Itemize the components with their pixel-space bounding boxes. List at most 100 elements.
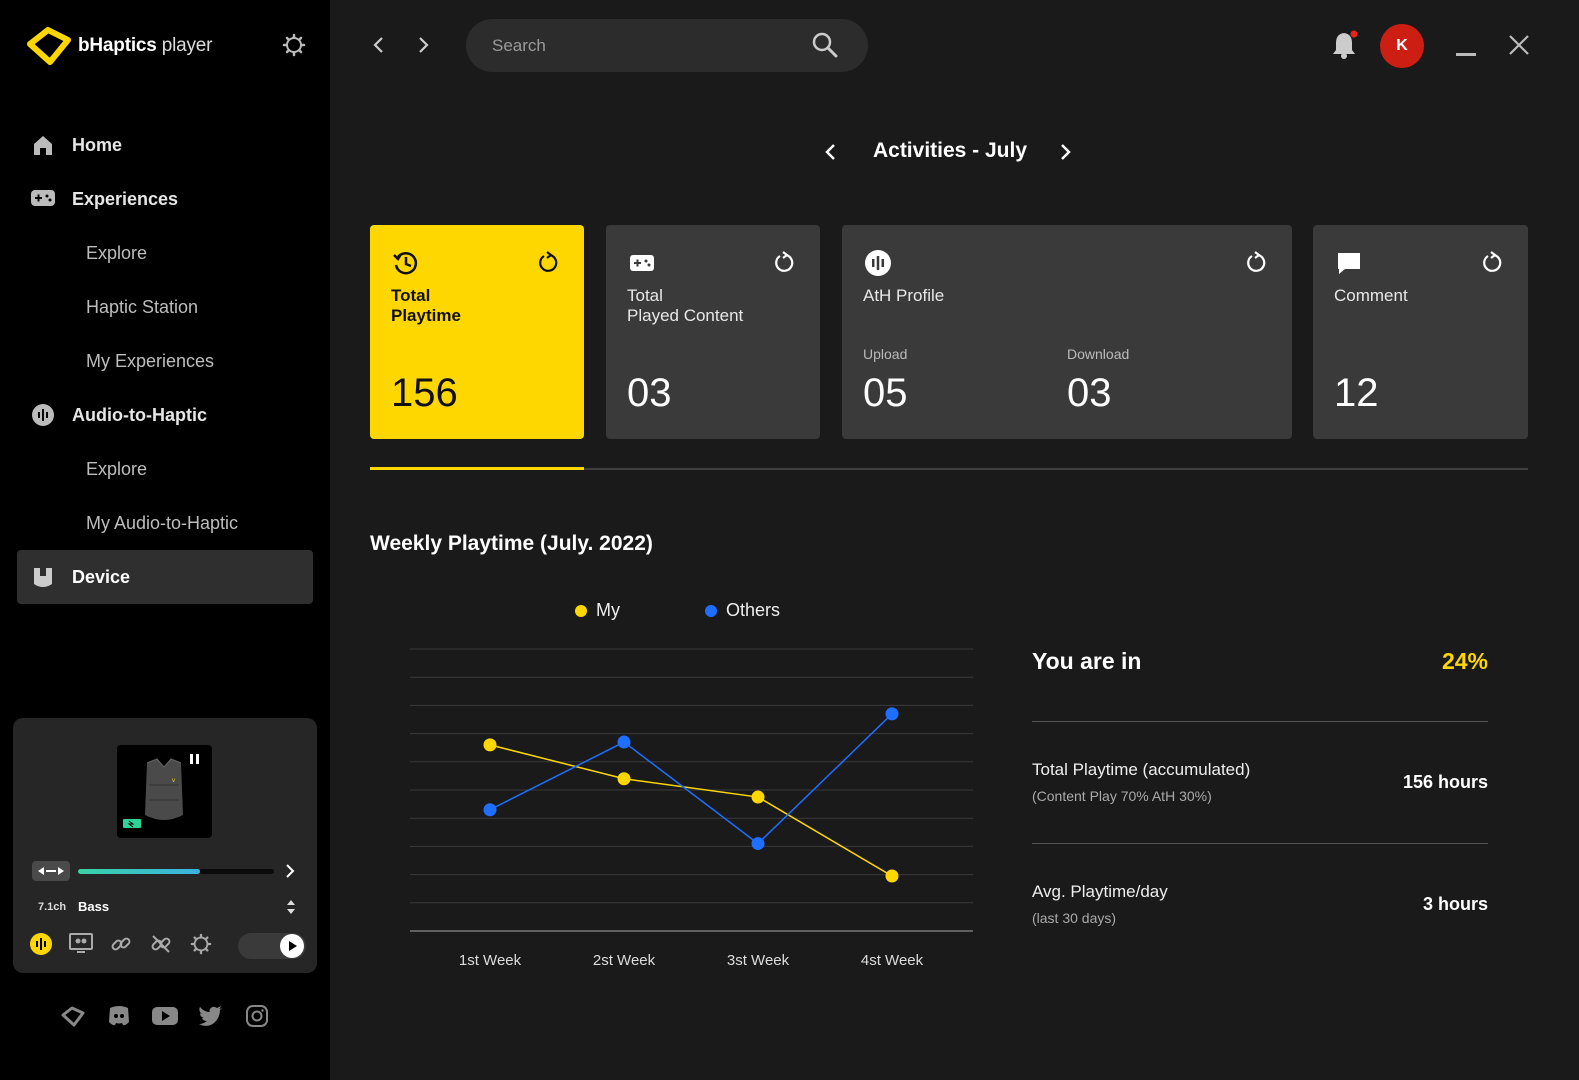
back-arrow-icon[interactable]	[368, 34, 388, 56]
vest-icon: v	[123, 754, 199, 828]
legend-my-dot	[575, 604, 587, 617]
sidebar-nav: Home Experiences Explore Haptic Station …	[17, 118, 313, 604]
previous-month-icon[interactable]	[822, 141, 838, 163]
refresh-icon[interactable]	[1244, 251, 1268, 275]
sidebar-item-my-experiences[interactable]: My Experiences	[17, 334, 313, 388]
sidebar-item-my-audio-to-haptic[interactable]: My Audio-to-Haptic	[17, 496, 313, 550]
sidebar-item-audio-to-haptic[interactable]: Audio-to-Haptic	[17, 388, 313, 442]
data-point-my[interactable]	[483, 738, 497, 752]
total-playtime-label: Total Playtime (accumulated)	[1032, 760, 1251, 779]
series-line-others	[489, 713, 893, 845]
sidebar-item-home[interactable]: Home	[17, 118, 313, 172]
sidebar-item-label: Audio-to-Haptic	[72, 404, 207, 425]
close-icon[interactable]	[1508, 34, 1530, 56]
play-toggle[interactable]	[238, 933, 306, 959]
forward-arrow-icon[interactable]	[414, 34, 434, 56]
legend-others: Others	[705, 600, 780, 621]
card-ath-profile[interactable]: AtH Profile Upload 05 Download 03	[842, 225, 1292, 439]
intensity-slider[interactable]	[78, 869, 274, 874]
play-icon	[280, 934, 304, 958]
series-line-my	[489, 744, 893, 877]
refresh-icon[interactable]	[772, 251, 796, 275]
data-point-others[interactable]	[751, 837, 765, 851]
settings-gear-icon[interactable]	[282, 33, 306, 57]
sidebar-item-haptic-station[interactable]: Haptic Station	[17, 280, 313, 334]
next-month-icon[interactable]	[1058, 141, 1074, 163]
device-settings-gear-icon[interactable]	[189, 932, 213, 956]
youtube-icon[interactable]	[152, 1003, 178, 1029]
search-input[interactable]	[492, 33, 792, 59]
legend-my-label: My	[596, 600, 620, 620]
audio-wave-icon	[865, 250, 891, 276]
sidebar-item-label: Experiences	[72, 188, 179, 209]
data-point-my[interactable]	[617, 772, 631, 786]
card-label: Total Playtime	[391, 286, 461, 325]
download-value: 03	[1067, 371, 1112, 415]
avg-playtime-label: Avg. Playtime/day	[1032, 882, 1168, 901]
svg-text:v: v	[172, 778, 175, 784]
audio-haptic-icon[interactable]	[29, 932, 53, 956]
sidebar-item-label: My Experiences	[86, 350, 215, 371]
stats-divider	[1032, 843, 1488, 844]
twitter-icon[interactable]	[198, 1003, 224, 1029]
data-point-others[interactable]	[617, 735, 631, 749]
search-icon[interactable]	[812, 32, 838, 58]
legend-others-label: Others	[726, 600, 781, 620]
refresh-icon[interactable]	[536, 251, 560, 275]
page-title: Activities - July	[872, 139, 1028, 162]
refresh-icon[interactable]	[1480, 251, 1504, 275]
download-label: Download	[1067, 346, 1130, 362]
legend-my: My	[575, 600, 620, 621]
card-played-content[interactable]: Total Played Content 03	[606, 225, 820, 439]
sidebar-item-ath-explore[interactable]: Explore	[17, 442, 313, 496]
chevron-right-icon[interactable]	[283, 862, 297, 880]
sidebar: bHaptics player Home Experi	[0, 0, 330, 1080]
total-playtime-value: 156 hours	[1402, 772, 1488, 792]
history-clock-icon	[393, 252, 418, 275]
weekly-playtime-chart: 1st Week 2st Week 3st Week 4st Week	[410, 648, 973, 969]
app-logo[interactable]: bHaptics player	[26, 26, 212, 66]
instagram-icon[interactable]	[244, 1003, 270, 1029]
device-toolbar	[29, 932, 229, 956]
link-icon[interactable]	[109, 932, 133, 956]
x-tick-label: 4st Week	[861, 952, 924, 969]
x-tick-label: 2st Week	[593, 952, 656, 969]
sidebar-item-explore[interactable]: Explore	[17, 226, 313, 280]
stats-divider	[1032, 721, 1488, 722]
data-point-others[interactable]	[483, 803, 497, 817]
minimize-icon[interactable]	[1456, 53, 1476, 56]
legend-others-dot	[705, 604, 717, 617]
x-tick-label: 1st Week	[459, 952, 522, 969]
comment-icon	[1338, 253, 1360, 274]
avg-playtime-value: 3 hours	[1422, 894, 1488, 914]
device-icon	[31, 565, 55, 589]
sidebar-item-experiences[interactable]: Experiences	[17, 172, 313, 226]
data-point-my[interactable]	[885, 869, 899, 883]
gamepad-icon	[630, 255, 654, 271]
sidebar-item-label: Explore	[86, 242, 148, 263]
haptic-mode-icon[interactable]	[32, 861, 70, 881]
sidebar-item-label: My Audio-to-Haptic	[86, 512, 239, 533]
data-point-others[interactable]	[885, 707, 899, 721]
discord-icon[interactable]	[106, 1003, 132, 1029]
sidebar-item-label: Haptic Station	[86, 296, 199, 317]
channel-label: 7.1ch	[38, 901, 67, 913]
sidebar-item-device[interactable]: Device	[17, 550, 313, 604]
rank-label: You are in	[1032, 648, 1142, 674]
user-avatar[interactable]: K	[1380, 24, 1424, 68]
vest-thumbnail[interactable]: v	[117, 745, 212, 838]
notification-bell-icon[interactable]	[1330, 30, 1358, 60]
x-tick-label: 3st Week	[727, 952, 790, 969]
data-point-my[interactable]	[751, 790, 765, 804]
bhaptics-link-icon[interactable]	[60, 1003, 86, 1029]
tab-divider	[370, 468, 1528, 470]
app-title: bHaptics player	[78, 35, 213, 56]
screen-icon[interactable]	[69, 932, 93, 956]
sort-updown-icon[interactable]	[285, 899, 297, 915]
unlink-icon[interactable]	[149, 932, 173, 956]
mode-label[interactable]: Bass	[78, 899, 110, 914]
card-total-playtime[interactable]: Total Playtime 156	[370, 225, 584, 439]
card-comment[interactable]: Comment 12	[1313, 225, 1528, 439]
gamepad-icon	[31, 187, 55, 211]
